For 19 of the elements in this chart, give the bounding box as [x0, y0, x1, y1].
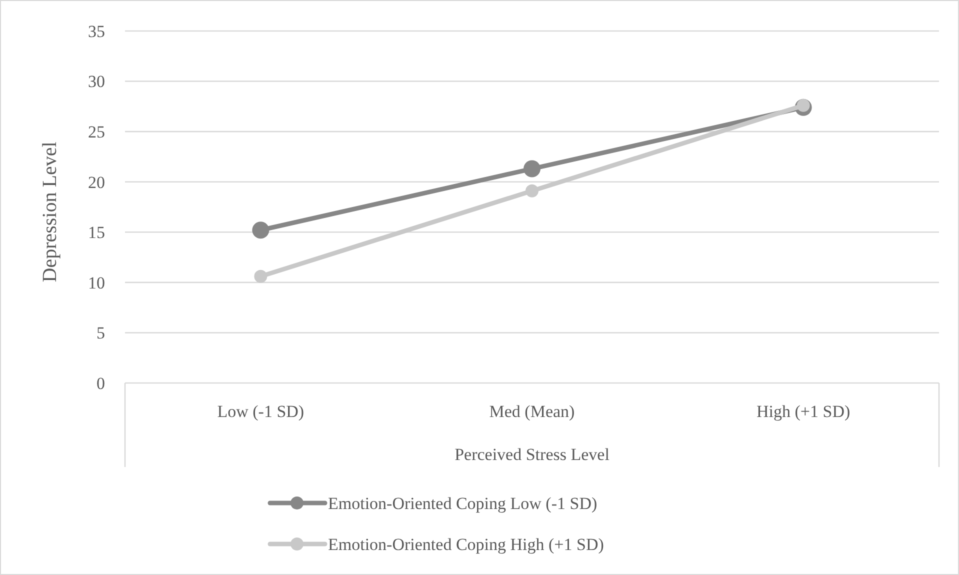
- y-tick-label: 15: [88, 223, 105, 242]
- y-tick-label: 5: [96, 324, 105, 343]
- y-tick-label: 10: [88, 273, 105, 292]
- x-tick-label: High (+1 SD): [756, 402, 850, 421]
- x-axis-title: Perceived Stress Level: [454, 445, 610, 464]
- legend-label: Emotion-Oriented Coping High (+1 SD): [328, 534, 604, 554]
- x-tick-label: Low (-1 SD): [217, 402, 304, 421]
- y-tick-label: 30: [88, 72, 105, 92]
- point: [524, 160, 540, 178]
- x-tick-label: Med (Mean): [489, 402, 575, 421]
- point: [252, 222, 270, 239]
- legend-label: Emotion-Oriented Coping Low (-1 SD): [328, 494, 598, 513]
- y-tick-label: 25: [88, 122, 105, 142]
- y-tick-label: 20: [88, 172, 105, 192]
- y-tick-label: 0: [96, 374, 105, 393]
- y-tick-label: 35: [88, 22, 105, 41]
- y-axis-title: Depression Level: [39, 141, 61, 282]
- point: [526, 184, 538, 198]
- point: [254, 270, 268, 283]
